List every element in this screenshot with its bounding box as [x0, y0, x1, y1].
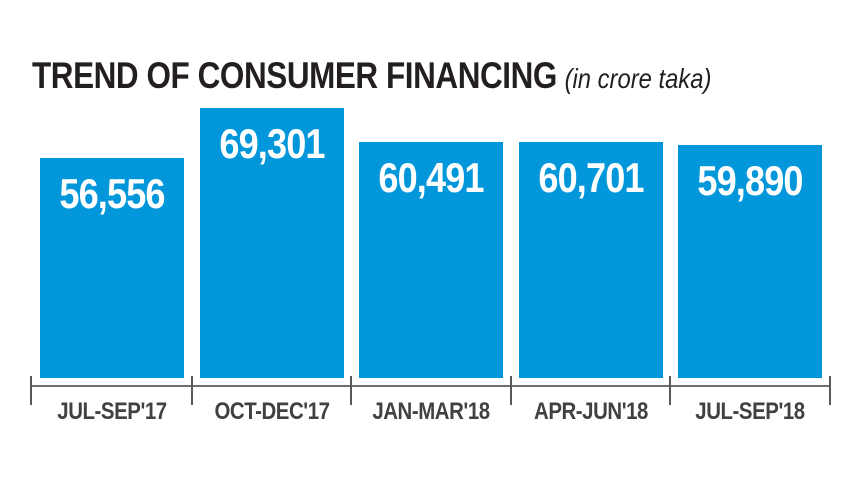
x-axis-line [31, 385, 831, 387]
axis-tick [509, 376, 512, 405]
bar-jul-sep-17: 56,556 [40, 158, 184, 378]
axis-tick [190, 376, 193, 405]
bar-value-label: 59,890 [697, 157, 803, 204]
chart-title: TREND OF CONSUMER FINANCING [32, 55, 557, 96]
axis-category-label: JUL-SEP'17 [57, 398, 167, 425]
axis-category-label: APR-JUN'18 [533, 398, 648, 425]
chart-unit-note: (in crore taka) [564, 63, 712, 94]
bar-jan-mar-18: 60,491 [359, 142, 503, 378]
bar-value-label: 60,701 [537, 154, 644, 201]
axis-category-label: JAN-MAR'18 [372, 398, 490, 425]
bar-oct-dec-17: 69,301 [199, 108, 344, 378]
bar-value-label: 60,491 [378, 154, 484, 201]
axis-tick [829, 376, 831, 405]
bar-apr-jun-18: 60,701 [518, 142, 663, 378]
axis-tick [350, 376, 353, 405]
axis-tick [30, 376, 32, 405]
axis-tick [669, 376, 672, 405]
bar-jul-sep-18: 59,890 [678, 145, 822, 378]
bar-value-label: 69,301 [218, 120, 325, 167]
axis-category-label: JUL-SEP'18 [695, 398, 805, 425]
axis-category-label: OCT-DEC'17 [213, 398, 330, 425]
chart-title-block: TREND OF CONSUMER FINANCING (in crore ta… [32, 57, 711, 95]
bar-value-label: 56,556 [59, 170, 165, 217]
